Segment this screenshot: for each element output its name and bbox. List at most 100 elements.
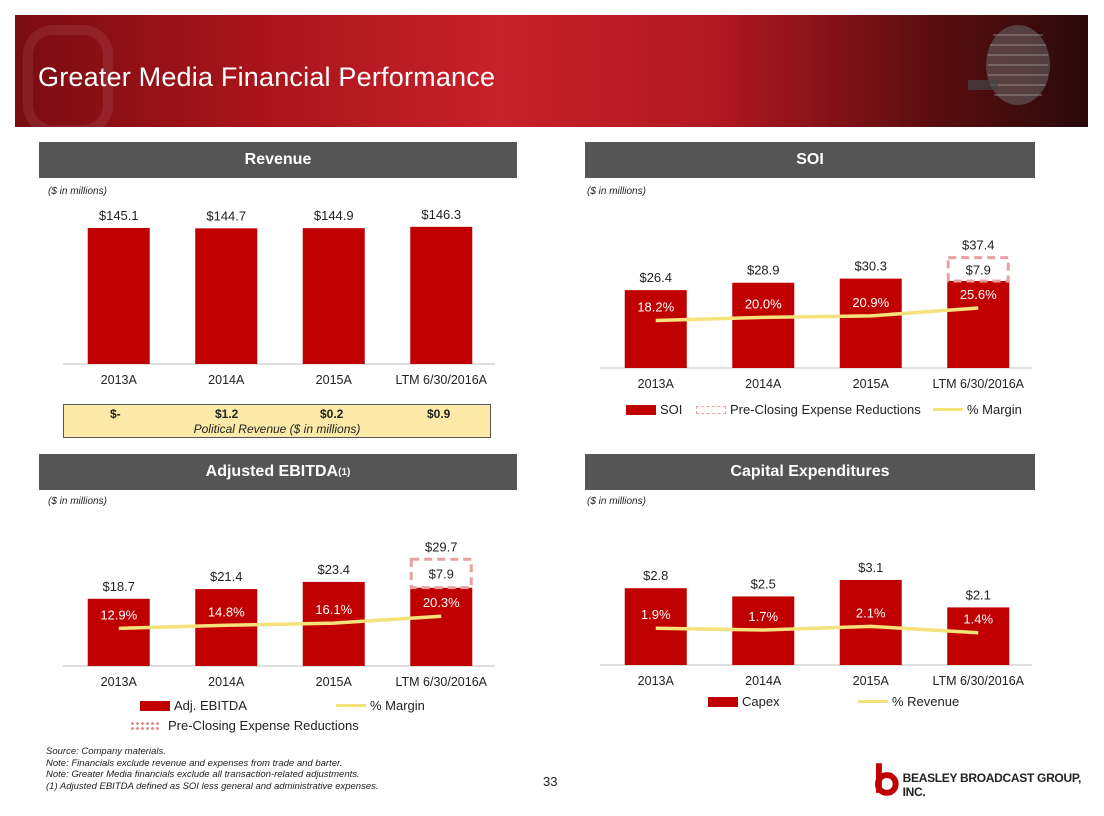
ebitda-legend-ebitda: Adj. EBITDA (140, 698, 247, 713)
ebitda-header-footnote: (1) (338, 466, 351, 478)
bar-value-label: $146.3 (421, 207, 461, 222)
capex-header-label: Capital Expenditures (730, 463, 890, 480)
bar (87, 598, 150, 666)
company-logo: BEASLEY BROADCAST GROUP, INC. (873, 761, 1104, 799)
legend-label: Capex (742, 694, 780, 709)
bar-value-label: $18.7 (102, 579, 135, 594)
legend-label: Pre-Closing Expense Reductions (730, 402, 921, 417)
bar-value-label: $145.1 (99, 208, 139, 223)
capex-unit: ($ in millions) (587, 496, 646, 507)
political-value: $1.2 (215, 407, 239, 421)
bar-value-label: $30.3 (854, 259, 887, 274)
legend-swatch-dashed (696, 405, 726, 414)
revenue-unit: ($ in millions) (48, 186, 107, 197)
soi-legend-preclosing: Pre-Closing Expense Reductions (696, 402, 921, 417)
line-value-label: 18.2% (637, 299, 674, 314)
bar-value-label: $28.9 (747, 263, 780, 278)
legend-swatch-red (708, 696, 738, 707)
line-value-label: 2.1% (856, 605, 886, 620)
bar-value-label: $37.4 (962, 238, 995, 253)
stack-value-label: $7.9 (429, 566, 454, 581)
x-tick-label: 2013A (101, 675, 138, 689)
soi-legend-soi: SOI (626, 402, 682, 417)
legend-label: % Margin (967, 402, 1022, 417)
bar (195, 228, 258, 364)
political-revenue-caption: Political Revenue ($ in millions) (193, 422, 361, 436)
ebitda-unit: ($ in millions) (48, 496, 107, 507)
capex-chart: $2.8 2013A $2.5 2014A $3.1 2015A $2.1 LTM 6/30/… (600, 560, 1032, 688)
line-value-label: 20.9% (852, 295, 889, 310)
bar-value-label: $144.7 (206, 208, 246, 223)
line-value-label: 20.0% (745, 296, 782, 311)
bar (410, 226, 473, 364)
line-value-label: 1.7% (748, 609, 778, 624)
soi-legend-margin: % Margin (933, 402, 1022, 417)
line-value-label: 25.6% (960, 287, 997, 302)
revenue-header: Revenue (39, 142, 517, 178)
page-title: Greater Media Financial Performance (38, 62, 496, 92)
banner-logo-watermark (23, 25, 113, 127)
political-value: $0.9 (427, 407, 451, 421)
ebitda-header: Adjusted EBITDA (1) (39, 454, 517, 490)
x-tick-label: 2014A (745, 377, 782, 391)
political-value: $- (110, 407, 121, 421)
x-tick-label: LTM 6/30/2016A (396, 675, 488, 689)
x-tick-label: 2013A (638, 377, 675, 391)
legend-swatch-red (626, 404, 656, 415)
bar (732, 282, 795, 368)
bar-value-label: $3.1 (858, 560, 883, 575)
bar (624, 290, 687, 368)
political-value: $0.2 (320, 407, 344, 421)
bar-value-label: $144.9 (314, 208, 354, 223)
x-tick-label: 2013A (101, 373, 138, 387)
x-tick-label: 2013A (638, 674, 675, 688)
ebitda-chart: $18.7 2013A $21.4 2014A $23.4 2015A $7.9 $29.7 L… (63, 539, 495, 689)
x-tick-label: 2015A (853, 377, 890, 391)
bar (839, 579, 902, 665)
capex-legend-capex: Capex (708, 694, 780, 709)
capex-legend-revenue: % Revenue (858, 694, 959, 709)
x-tick-label: 2014A (745, 674, 782, 688)
ebitda-header-label: Adjusted EBITDA (205, 463, 339, 480)
margin-line (118, 614, 442, 631)
soi-header-label: SOI (796, 151, 824, 168)
bar (302, 228, 365, 364)
pre-closing-bar (409, 557, 473, 590)
footnote-line: Note: Financials exclude revenue and exp… (46, 757, 343, 769)
x-tick-label: 2015A (853, 674, 890, 688)
bar-value-label: $2.8 (643, 568, 668, 583)
margin-line (655, 624, 979, 635)
bar (624, 588, 687, 665)
footnote-line: Source: Company materials. (46, 746, 166, 757)
bar-value-label: $2.1 (966, 587, 991, 602)
soi-chart: $26.4 2013A $28.9 2014A $30.3 2015A $7.9 $37.4 L… (600, 238, 1032, 391)
legend-swatch-dotted (130, 720, 160, 731)
footnote-line: (1) Adjusted EBITDA defined as SOI less … (46, 780, 379, 792)
microphone-icon (968, 25, 1050, 105)
line-value-label: 12.9% (100, 607, 137, 622)
legend-label: % Revenue (892, 694, 960, 709)
bar (87, 227, 150, 364)
bar (410, 587, 473, 666)
stack-value-label: $7.9 (966, 262, 991, 277)
line-value-label: 14.8% (208, 604, 245, 619)
ebitda-legend-margin: % Margin (336, 698, 425, 713)
soi-header: SOI (585, 142, 1035, 178)
political-revenue-box: $- $1.2 $0.2 $0.9 Political Revenue ($ i… (63, 404, 491, 438)
bar-value-label: $29.7 (425, 539, 458, 554)
ebitda-legend-preclosing: Pre-Closing Expense Reductions (130, 718, 359, 733)
line-value-label: 1.4% (963, 612, 993, 627)
bar-value-label: $26.4 (639, 270, 672, 285)
bar-value-label: $21.4 (210, 569, 243, 584)
x-tick-label: LTM 6/30/2016A (933, 377, 1025, 391)
line-value-label: 16.1% (315, 602, 352, 617)
legend-swatch-line (933, 408, 963, 411)
bar (947, 607, 1010, 665)
footnote-line: Note: Greater Media financials exclude a… (46, 769, 360, 780)
revenue-chart: $145.1 2013A $144.7 2014A $144.9 2015A $146.3 L… (63, 207, 495, 387)
pre-closing-bar (946, 256, 1010, 283)
x-tick-label: LTM 6/30/2016A (396, 373, 488, 387)
x-tick-label: 2015A (316, 373, 353, 387)
legend-swatch-line (858, 700, 888, 703)
bar-value-label: $23.4 (317, 562, 350, 577)
